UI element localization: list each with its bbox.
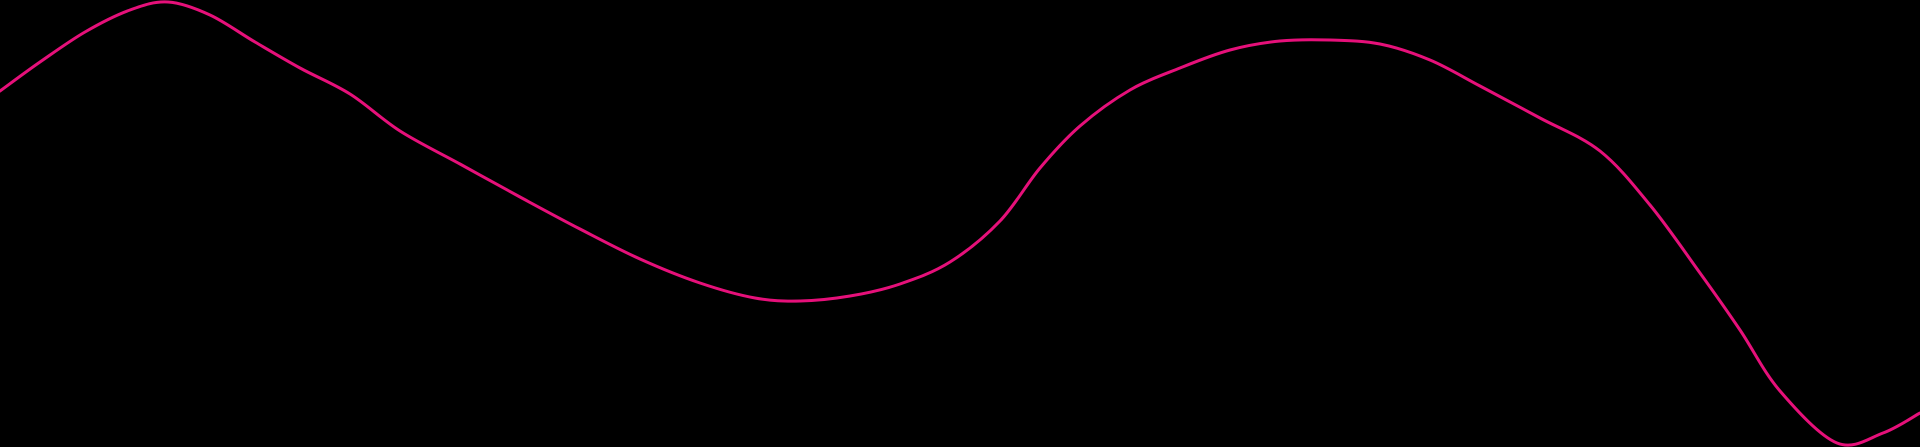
wave-svg (0, 0, 1920, 447)
pink-wave-curve (0, 0, 1920, 447)
canvas (0, 0, 1920, 447)
